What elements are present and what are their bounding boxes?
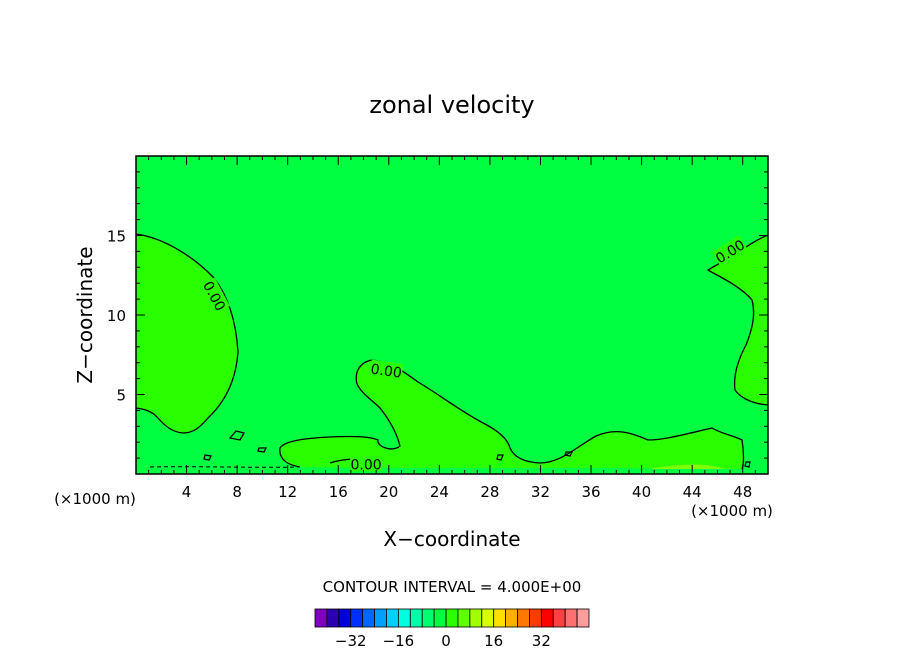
colorbar-swatch bbox=[433, 608, 447, 628]
colorbar-swatch bbox=[457, 608, 471, 628]
colorbar-swatch bbox=[397, 608, 411, 628]
x-tick-label: 28 bbox=[480, 483, 499, 501]
x-tick-label: 48 bbox=[733, 483, 752, 501]
colorbar-tick-label: 0 bbox=[441, 632, 451, 650]
colorbar-swatch bbox=[552, 608, 566, 628]
x-tick-label: 36 bbox=[581, 483, 600, 501]
x-axis-label: X−coordinate bbox=[383, 527, 520, 551]
x-axis-unit-right: (×1000 m) bbox=[691, 502, 773, 520]
colorbar-swatch bbox=[540, 608, 554, 628]
colorbar-swatch bbox=[386, 608, 399, 628]
colorbar-swatch bbox=[469, 608, 483, 628]
contour-label-text: 0.00 bbox=[350, 457, 381, 473]
colorbar-swatch bbox=[314, 608, 328, 628]
colorbar-swatch bbox=[421, 608, 435, 628]
colorbar-swatch bbox=[374, 608, 387, 628]
colorbar-swatch bbox=[517, 608, 530, 628]
x-axis: 4 8 12 16 20 24 28 32 36 40 44 48 bbox=[148, 156, 756, 501]
chart-title: zonal velocity bbox=[369, 91, 534, 119]
x-tick-label: 24 bbox=[430, 483, 449, 501]
colorbar-swatch bbox=[338, 608, 352, 628]
x-tick-label: 8 bbox=[232, 483, 242, 501]
colorbar-tick-label: 32 bbox=[532, 632, 551, 650]
region-center-positive bbox=[279, 360, 744, 469]
colorbar-swatch bbox=[481, 608, 495, 628]
colorbar-swatch bbox=[350, 608, 364, 628]
colorbar-swatch bbox=[505, 608, 518, 628]
y-tick-label: 10 bbox=[107, 307, 126, 325]
contour-label: 0.00 bbox=[369, 359, 404, 382]
colorbar-tick-label: −32 bbox=[335, 632, 367, 650]
y-tick-label: 5 bbox=[116, 387, 126, 405]
y-axis-label: Z−coordinate bbox=[73, 246, 97, 383]
region-weak-positive bbox=[650, 464, 726, 469]
colorbar-swatch bbox=[529, 608, 542, 628]
colorbar: −32 −16 0 16 32 bbox=[314, 608, 590, 650]
contour-label: 0.00 bbox=[350, 455, 383, 473]
colorbar-tick-label: 16 bbox=[484, 632, 503, 650]
contour-label-text: 0.00 bbox=[370, 362, 403, 382]
x-tick-label: 16 bbox=[329, 483, 348, 501]
zero-contours bbox=[135, 233, 769, 470]
contour-label-backing bbox=[711, 235, 748, 266]
region-right-positive bbox=[708, 235, 768, 405]
x-tick-label: 40 bbox=[632, 483, 651, 501]
contour-label-backing bbox=[350, 455, 383, 472]
y-axis: 5 10 15 bbox=[107, 171, 768, 459]
colorbar-tick-label: −16 bbox=[383, 632, 415, 650]
y-tick-label: 15 bbox=[107, 228, 126, 246]
x-tick-label: 4 bbox=[182, 483, 192, 501]
colorbar-swatch bbox=[326, 608, 340, 628]
x-tick-label: 12 bbox=[278, 483, 297, 501]
colorbar-swatch bbox=[576, 608, 590, 628]
x-tick-label: 20 bbox=[379, 483, 398, 501]
colorbar-swatch bbox=[362, 608, 375, 628]
contour-interval-label: CONTOUR INTERVAL = 4.000E+00 bbox=[323, 578, 582, 596]
contour-label-backing bbox=[369, 359, 404, 380]
colorbar-swatch bbox=[564, 608, 578, 628]
colorbar-swatch bbox=[493, 608, 507, 628]
x-tick-label: 32 bbox=[531, 483, 550, 501]
x-tick-label: 44 bbox=[683, 483, 702, 501]
contour-label-backing bbox=[200, 277, 230, 314]
plot-area: 0.000.000.000.00 bbox=[135, 155, 769, 475]
x-axis-unit-left: (×1000 m) bbox=[54, 490, 136, 508]
colorbar-swatch bbox=[445, 608, 459, 628]
colorbar-swatch bbox=[409, 608, 423, 628]
